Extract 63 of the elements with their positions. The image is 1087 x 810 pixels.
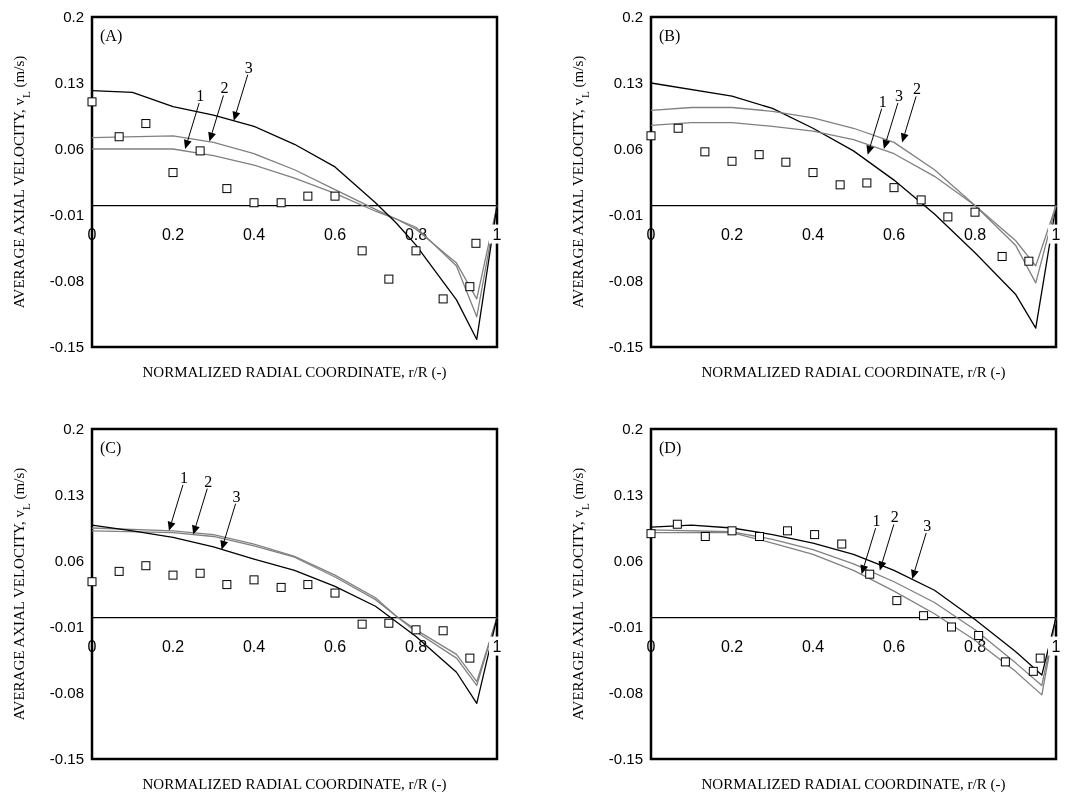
y-tick-label: 0.2 bbox=[622, 420, 643, 437]
y-tick-label: -0.15 bbox=[49, 338, 84, 355]
y-tick-label: 0.06 bbox=[613, 140, 643, 157]
y-tick-label: -0.15 bbox=[608, 750, 643, 767]
y-tick-label: 0.06 bbox=[54, 140, 84, 157]
annotation: (A) bbox=[100, 27, 123, 45]
x-tick-label: 0.2 bbox=[161, 225, 185, 243]
y-tick-label: 0.13 bbox=[613, 74, 643, 91]
x-tick-label: 1 bbox=[1051, 637, 1061, 655]
annotation: 2 bbox=[913, 80, 922, 98]
y-tick-label: -0.01 bbox=[608, 618, 643, 635]
y-tick-label: -0.08 bbox=[49, 684, 84, 701]
y-tick-label: -0.01 bbox=[49, 206, 84, 223]
x-tick-label: 0.4 bbox=[801, 637, 825, 655]
y-tick-label: -0.15 bbox=[608, 338, 643, 355]
annotation: 3 bbox=[232, 487, 241, 505]
x-tick-label: 0.2 bbox=[161, 637, 185, 655]
y-tick-label: -0.01 bbox=[49, 618, 84, 635]
y-tick-label: -0.08 bbox=[608, 272, 643, 289]
x-axis-title: NORMALIZED RADIAL COORDINATE, r/R (-) bbox=[142, 776, 447, 793]
x-axis-title: NORMALIZED RADIAL COORDINATE, r/R (-) bbox=[701, 364, 1006, 381]
y-tick-label: 0.06 bbox=[613, 552, 643, 569]
x-tick-label: 0.2 bbox=[720, 637, 744, 655]
y-tick-label: -0.08 bbox=[49, 272, 84, 289]
annotation: 2 bbox=[890, 508, 899, 526]
y-tick-label: 0.2 bbox=[63, 420, 84, 437]
x-axis-title: NORMALIZED RADIAL COORDINATE, r/R (-) bbox=[701, 776, 1006, 793]
x-tick-label: 0.6 bbox=[323, 637, 347, 655]
x-tick-label: 0.4 bbox=[242, 637, 266, 655]
annotation: 1 bbox=[878, 92, 887, 110]
x-tick-label: 0.8 bbox=[963, 225, 987, 243]
annotation: (D) bbox=[659, 439, 682, 457]
annotation: 1 bbox=[872, 512, 881, 530]
x-tick-label: 0.6 bbox=[882, 225, 906, 243]
annotation: 1 bbox=[196, 87, 205, 104]
annotation: 3 bbox=[923, 516, 932, 534]
x-tick-label: 0.4 bbox=[801, 225, 825, 243]
x-tick-label: 1 bbox=[1051, 225, 1061, 243]
x-tick-label: 1 bbox=[492, 225, 502, 243]
x-tick-label: 0.6 bbox=[323, 225, 347, 243]
x-axis-title: NORMALIZED RADIAL COORDINATE, r/R (-) bbox=[142, 364, 447, 381]
y-tick-label: -0.08 bbox=[608, 684, 643, 701]
annotation: (C) bbox=[100, 439, 122, 457]
x-tick-label: 0.8 bbox=[963, 637, 987, 655]
x-tick-label: 0.8 bbox=[404, 637, 428, 655]
y-tick-label: -0.01 bbox=[608, 206, 643, 223]
y-tick-label: 0.2 bbox=[622, 8, 643, 25]
x-tick-label: 0.4 bbox=[242, 225, 266, 243]
y-tick-label: 0.2 bbox=[63, 8, 84, 25]
annotation: 2 bbox=[220, 79, 229, 97]
annotation: 3 bbox=[894, 87, 903, 104]
annotation: (B) bbox=[659, 27, 681, 45]
annotation: 1 bbox=[179, 468, 188, 486]
y-tick-label: -0.15 bbox=[49, 750, 84, 767]
y-tick-label: 0.13 bbox=[613, 486, 643, 503]
x-tick-label: 0.2 bbox=[720, 225, 744, 243]
x-tick-label: 0.6 bbox=[882, 637, 906, 655]
y-tick-label: 0.06 bbox=[54, 552, 84, 569]
annotation: 3 bbox=[244, 58, 253, 76]
annotation: 2 bbox=[204, 472, 213, 490]
x-tick-label: 1 bbox=[492, 637, 502, 655]
y-tick-label: 0.13 bbox=[54, 486, 84, 503]
y-tick-label: 0.13 bbox=[54, 74, 84, 91]
